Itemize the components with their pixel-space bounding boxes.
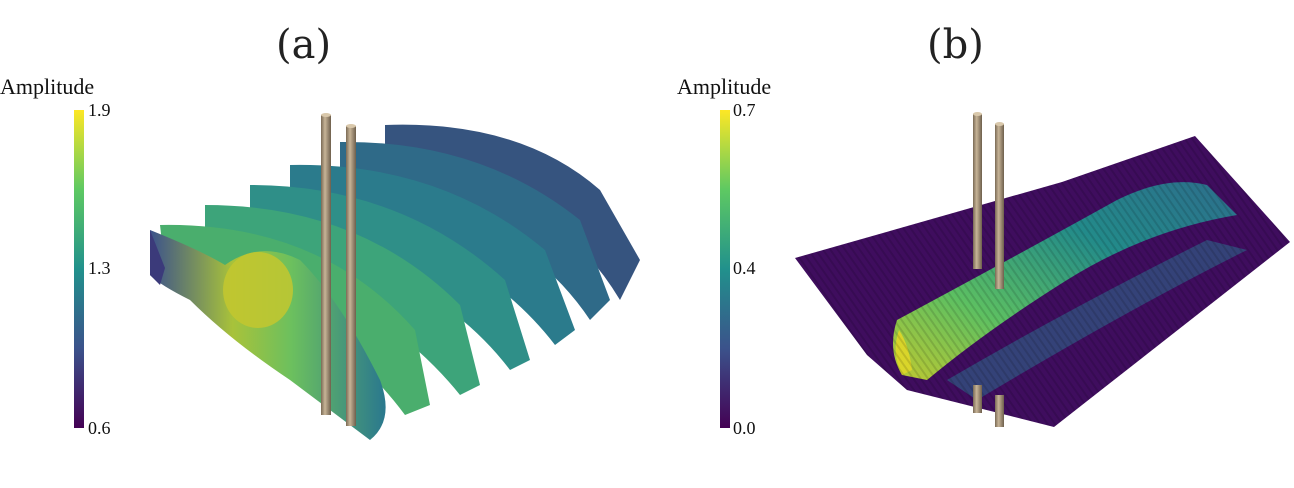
colorbar-b	[720, 110, 730, 428]
colorbar-mid-a: 1.3	[88, 258, 111, 278]
colorbar-max-a: 1.9	[88, 100, 111, 120]
colorbar-min-a: 0.6	[88, 418, 111, 438]
colorbar-title-a: Amplitude	[0, 74, 95, 99]
wave-crests-a	[150, 124, 640, 440]
colorbar-mid-b: 0.4	[733, 258, 756, 278]
wave-plane-b	[795, 136, 1290, 427]
wave-surface-a	[150, 113, 640, 440]
panel-label-a: (a)	[276, 22, 332, 68]
panel-label-b: (b)	[927, 22, 984, 68]
colorbar-a	[74, 110, 84, 428]
panel-b: (b) Amplitude 0.7 0.4 0.0	[647, 0, 1294, 488]
colorbar-min-b: 0.0	[733, 418, 756, 438]
wave-surface-b	[795, 112, 1290, 427]
colorbar-title-b: Amplitude	[677, 74, 772, 99]
cylinders-b	[973, 112, 1004, 427]
colorbar-max-b: 0.7	[733, 100, 756, 120]
panel-a: (a) Amplitude 1.9 1.3 0.6	[0, 22, 640, 440]
cylinders-a	[321, 113, 356, 426]
